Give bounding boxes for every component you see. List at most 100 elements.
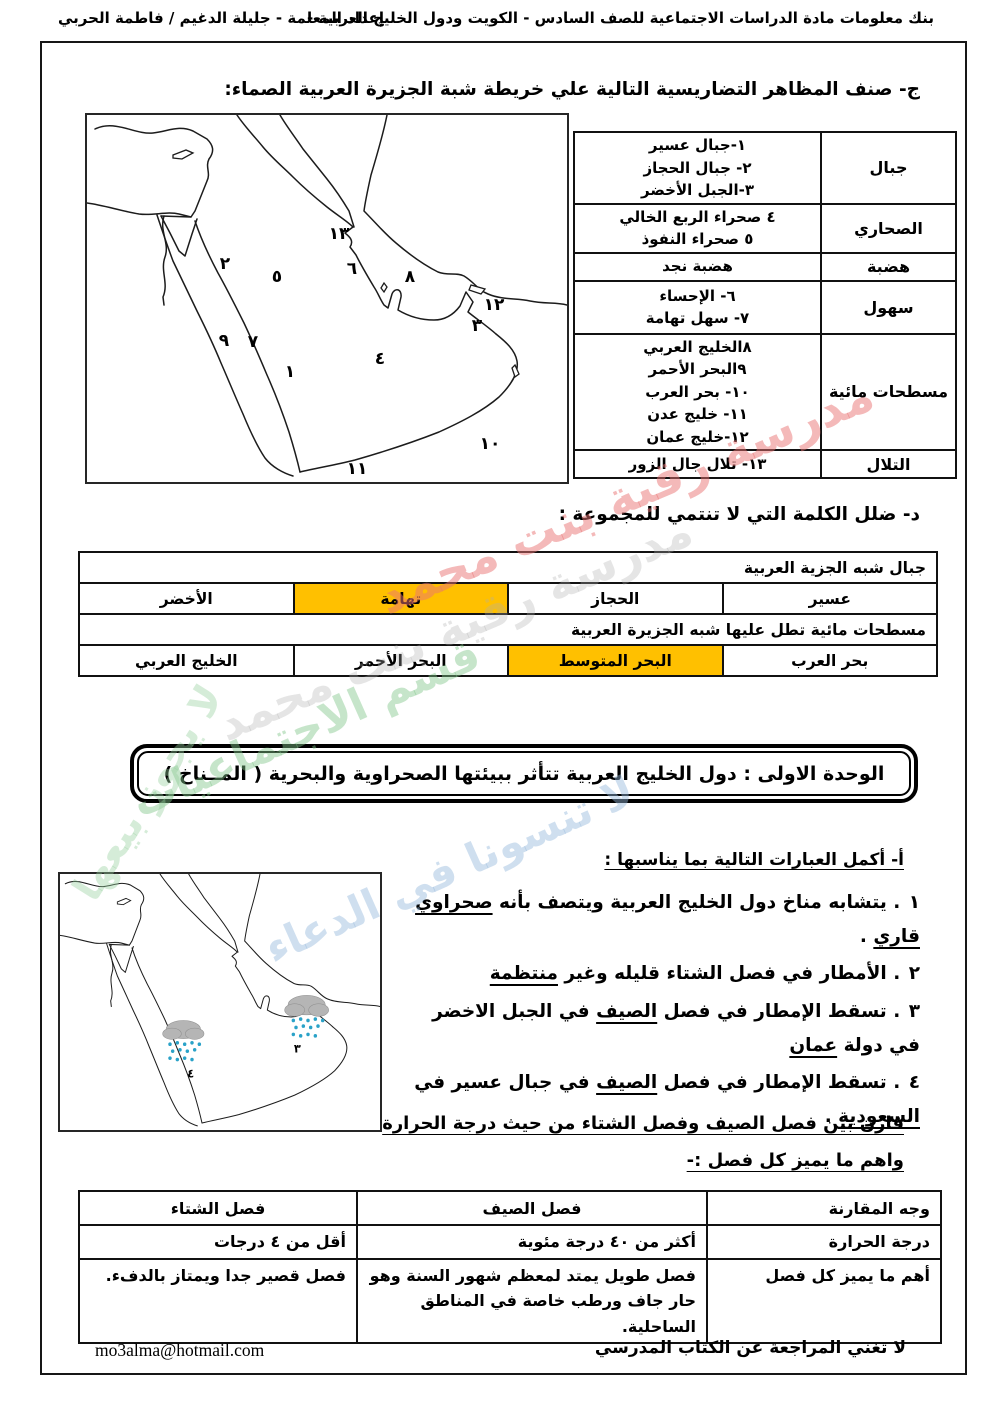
raindrops bbox=[291, 1017, 325, 1038]
items-cell: ١٣- تلال جال الزور bbox=[573, 449, 822, 479]
word-cell: البحر الأحمر bbox=[292, 644, 509, 677]
aspect-cell: أهم ما يميز كل فصل bbox=[706, 1257, 942, 1345]
tigris-river bbox=[279, 115, 355, 228]
group-title: جبال شبه الجزية العربية bbox=[78, 551, 938, 584]
map-marker: ٢ bbox=[220, 254, 231, 274]
table-row: سهول ٦- الإحساء ٧- سهل تهامة bbox=[573, 279, 957, 335]
footer-note: لا تغني المراجعة عن الكتاب المدرسي bbox=[594, 1338, 906, 1358]
map-marker: ٣ bbox=[472, 316, 483, 336]
item-text: . bbox=[824, 1106, 839, 1128]
item-answer: الصيف bbox=[596, 1000, 658, 1022]
question-c-label: ج- صنف المظاهر التضاريسية التالية علي خر… bbox=[224, 79, 920, 100]
terrain-table: جبال ١-جبال عسير ٢- جبال الحجاز ٣-الجبل … bbox=[573, 131, 957, 479]
category-cell: الصحاري bbox=[820, 202, 957, 254]
item-text: الأمطار في فصل الشتاء قليله وغير bbox=[557, 963, 887, 985]
map-marker: ١٣ bbox=[329, 224, 350, 244]
category-cell: سهول bbox=[820, 279, 957, 335]
list-item: ٣ . تسقط الإمطار في فصل الصيف في الجبل ا… bbox=[405, 995, 920, 1063]
question-d-label: د- ضلل الكلمة التي لا تنتمي للمجموعة : bbox=[558, 504, 920, 525]
item-answer: صحراوي قاري bbox=[415, 892, 920, 948]
item-number: ٣ bbox=[908, 1000, 920, 1022]
question-a-label: أ- أكمل العبارات التالية بما يناسبها : bbox=[604, 850, 904, 870]
masirah-island bbox=[511, 363, 520, 379]
item-dot: . bbox=[893, 892, 901, 913]
item-line: ١٢-خليج عمان bbox=[646, 427, 749, 446]
item-line: ٩البحر الأحمر bbox=[648, 360, 747, 378]
table-row: مسطحات مائية تطل عليها شبه الجزيرة العرب… bbox=[78, 613, 938, 646]
oman-yemen-coast bbox=[299, 333, 519, 473]
item-line: ٦- الإحساء bbox=[659, 286, 736, 305]
header-author: إعداد المعلمة - جليلة الدغيم / فاطمة الح… bbox=[58, 9, 385, 27]
item-answer: الصيف bbox=[596, 1072, 658, 1094]
map-marker: ٣ bbox=[294, 1041, 301, 1055]
table-row: جبال شبه الجزية العربية bbox=[78, 551, 938, 584]
column-header: وجه المقارنة bbox=[706, 1190, 942, 1226]
item-text: . bbox=[859, 926, 874, 948]
map-marker: ٤ bbox=[375, 349, 385, 369]
items-cell: ١-جبال عسير ٢- جبال الحجاز ٣-الجبل الأخض… bbox=[573, 131, 822, 205]
list-item: ٢ . الأمطار في فصل الشتاء قليله وغير منت… bbox=[405, 957, 920, 991]
items-cell: هضبة نجد bbox=[573, 251, 822, 282]
item-line: هضبة نجد bbox=[662, 257, 733, 276]
items-cell: ٨الخليج العربي ٩البحر الأحمر ١٠- بحر الع… bbox=[573, 332, 822, 451]
item-line: ١١- خليج عدن bbox=[647, 405, 748, 423]
item-text: في الجبل الاخضر في دولة bbox=[432, 1000, 920, 1056]
items-cell: ٦- الإحساء ٧- سهل تهامة bbox=[573, 279, 822, 335]
item-line: ١٠- بحر العرب bbox=[645, 382, 750, 401]
item-line: ٢- جبال الحجاز bbox=[643, 158, 752, 177]
map-marker: ٤ bbox=[187, 1066, 194, 1080]
list-item: ١ . يتشابه مناخ دول الخليج العربية ويتصف… bbox=[405, 886, 920, 954]
nile-river bbox=[162, 215, 167, 306]
qeshm-island bbox=[468, 284, 487, 295]
euphrates-river bbox=[236, 115, 354, 228]
raindrops bbox=[168, 1040, 202, 1062]
word-cell-highlighted: تهامة bbox=[292, 582, 509, 615]
column-header: فصل الصيف bbox=[356, 1190, 708, 1226]
winter-cell: فصل قصير جدا ويمتاز بالدفء. bbox=[78, 1257, 358, 1345]
sinai-peninsula bbox=[160, 215, 198, 257]
table-row: وجه المقارنة فصل الصيف فصل الشتاء bbox=[78, 1190, 942, 1226]
rain-cloud-asir: ٤ bbox=[162, 1020, 205, 1081]
map-marker: ١١ bbox=[347, 459, 368, 479]
map-marker: ١ bbox=[285, 362, 295, 382]
item-answer: السعودية bbox=[838, 1106, 920, 1128]
table-row: هضبة هضبة نجد bbox=[573, 251, 957, 282]
footer-email: mo3alma@hotmail.com bbox=[95, 1340, 265, 1360]
item-answer: منتظمة bbox=[489, 963, 558, 985]
word-cell: الحجاز bbox=[507, 582, 724, 615]
odd-one-out-table: جبال شبه الجزية العربية عسير الحجاز تهام… bbox=[78, 551, 938, 677]
item-text: تسقط الإمطار في فصل bbox=[657, 1000, 887, 1022]
list-item: ٤ . تسقط الإمطار في فصل الصيف في جبال عس… bbox=[405, 1066, 920, 1134]
cyprus-island bbox=[172, 149, 195, 160]
table-row: بحر العرب البحر المتوسط البحر الأحمر الخ… bbox=[78, 644, 938, 677]
item-dot: . bbox=[893, 963, 901, 985]
terrain-map-svg: ١ ٢ ٣ ٤ ٥ ٦ ٧ ٨ ٩ ١٠ ١١ ١٢ ١٣ bbox=[87, 115, 567, 479]
table-row: أهم ما يميز كل فصل فصل طويل يمتد لمعظم ش… bbox=[78, 1257, 942, 1345]
item-line: ٧- سهل تهامة bbox=[645, 309, 750, 327]
table-row: مسطحات مائية ٨الخليج العربي ٩البحر الأحم… bbox=[573, 332, 957, 451]
item-line: ١-جبال عسير bbox=[648, 136, 747, 154]
category-cell: جبال bbox=[820, 131, 957, 205]
item-number: ٤ bbox=[908, 1072, 920, 1094]
map-marker: ١٢ bbox=[484, 295, 505, 315]
table-row: التلال ١٣- تلال جال الزور bbox=[573, 449, 957, 479]
header-title: بنك معلومات مادة الدراسات الاجتماعية للص… bbox=[307, 9, 934, 27]
rain-cloud-oman: ٣ bbox=[284, 995, 329, 1056]
winter-cell: أقل من ٤ درجات bbox=[78, 1224, 358, 1260]
item-dot: . bbox=[893, 1000, 901, 1022]
page-frame bbox=[40, 41, 967, 1375]
word-cell: الخليج العربي bbox=[78, 644, 295, 677]
map-marker: ١٠ bbox=[480, 434, 501, 454]
terrain-map: ١ ٢ ٣ ٤ ٥ ٦ ٧ ٨ ٩ ١٠ ١١ ١٢ ١٣ bbox=[85, 113, 569, 484]
table-row: الصحاري ٤ صحراء الربع الخالي ٥ صحراء الن… bbox=[573, 202, 957, 254]
map-marker: ٥ bbox=[272, 267, 282, 287]
item-text: يتشابه مناخ دول الخليج العربية ويتصف بأن… bbox=[492, 892, 887, 913]
unit-banner: الوحدة الاولى : دول الخليج العربية تتأثر… bbox=[130, 744, 918, 803]
compare-heading-line1: قارن بين فصل الصيف وفصل الشتاء من حيث در… bbox=[382, 1113, 904, 1134]
compare-heading-line2: واهم ما يميز كل فصل :- bbox=[686, 1149, 904, 1171]
category-cell: التلال bbox=[820, 449, 957, 479]
item-dot: . bbox=[893, 1072, 901, 1094]
rainfall-map: ٤ ٣ bbox=[58, 872, 382, 1132]
item-line: ٥ صحراء النفوذ bbox=[641, 230, 754, 248]
gulf-coast bbox=[344, 226, 497, 335]
